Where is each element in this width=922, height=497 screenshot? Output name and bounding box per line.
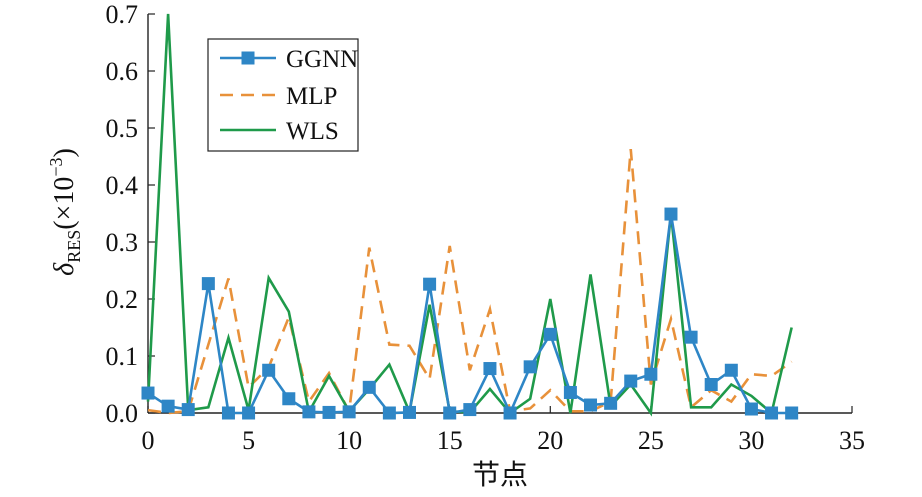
x-tick-label: 10: [336, 426, 362, 455]
ggnn-point: [382, 406, 396, 420]
y-axis-subscript: RES: [64, 230, 84, 263]
x-tick-label: 35: [839, 426, 865, 455]
y-tick-label: 0.4: [106, 171, 139, 200]
y-axis-unit-suffix: ): [49, 148, 80, 157]
y-tick-label: 0.7: [106, 0, 139, 29]
ggnn-point: [624, 374, 638, 388]
x-ticks: 0 5 10 15 20 25 30 35: [142, 406, 865, 455]
ggnn-point: [443, 406, 457, 420]
ggnn-point: [684, 330, 698, 344]
y-axis-title: δRES(×10−3): [46, 148, 84, 276]
ggnn-point: [302, 405, 316, 419]
ggnn-point: [262, 363, 276, 377]
ggnn-point: [664, 207, 678, 221]
y-tick-label: 0.0: [106, 399, 139, 428]
y-tick-label: 0.2: [106, 285, 139, 314]
mlp-series-line: [147, 148, 793, 416]
y-tick-label: 0.3: [106, 228, 139, 257]
x-axis-title: 节点: [472, 459, 528, 491]
ggnn-point: [503, 406, 517, 420]
ggnn-point: [584, 398, 598, 412]
x-tick-label: 20: [537, 426, 563, 455]
ggnn-point: [161, 399, 175, 413]
ggnn-point: [201, 277, 215, 291]
ggnn-point: [644, 367, 658, 381]
x-tick-label: 0: [142, 426, 155, 455]
legend-mlp-label: MLP: [286, 83, 337, 110]
ggnn-point: [242, 406, 256, 420]
x-tick-label: 25: [638, 426, 664, 455]
ggnn-point: [342, 405, 356, 419]
y-axis-exponent: −3: [46, 158, 66, 177]
ggnn-point: [765, 406, 779, 420]
ggnn-point: [563, 385, 577, 399]
legend-ggnn-marker: [241, 51, 255, 65]
x-tick-label: 5: [242, 426, 255, 455]
y-axis-unit-prefix: (×10: [49, 177, 80, 230]
ggnn-point: [463, 403, 477, 417]
y-tick-label: 0.6: [106, 57, 139, 86]
ggnn-series-line: [147, 213, 792, 417]
plot-area: 0 5 10 15 20 25 30 35 0.0 0.1 0.2 0.3 0.4 0.5 0.6 0.7: [106, 0, 866, 455]
y-axis-symbol: δ: [49, 262, 80, 276]
ggnn-point: [604, 396, 618, 410]
svg-text:δRES(×10−3): δRES(×10−3): [46, 148, 84, 276]
series-layer: [141, 13, 799, 420]
ggnn-point: [141, 386, 155, 400]
legend-ggnn-label: GGNN: [286, 46, 358, 73]
y-tick-label: 0.1: [106, 342, 139, 371]
ggnn-point: [744, 402, 758, 416]
y-tick-label: 0.5: [106, 114, 139, 143]
ggnn-point: [362, 380, 376, 394]
ggnn-point: [181, 403, 195, 417]
x-tick-label: 30: [738, 426, 764, 455]
y-ticks: 0.0 0.1 0.2 0.3 0.4 0.5 0.6 0.7: [106, 0, 155, 428]
ggnn-point: [483, 362, 497, 376]
ggnn-point: [402, 405, 416, 419]
legend: GGNN MLP WLS: [207, 38, 359, 152]
ggnn-point: [724, 363, 738, 377]
ggnn-point: [543, 327, 557, 341]
ggnn-point: [785, 406, 799, 420]
ggnn-point: [423, 277, 437, 291]
x-tick-label: 15: [437, 426, 463, 455]
ggnn-point: [221, 406, 235, 420]
ggnn-point: [282, 392, 296, 406]
ggnn-point: [704, 378, 718, 391]
ggnn-point: [322, 405, 336, 419]
legend-wls-label: WLS: [286, 118, 339, 145]
ggnn-point: [523, 360, 537, 374]
